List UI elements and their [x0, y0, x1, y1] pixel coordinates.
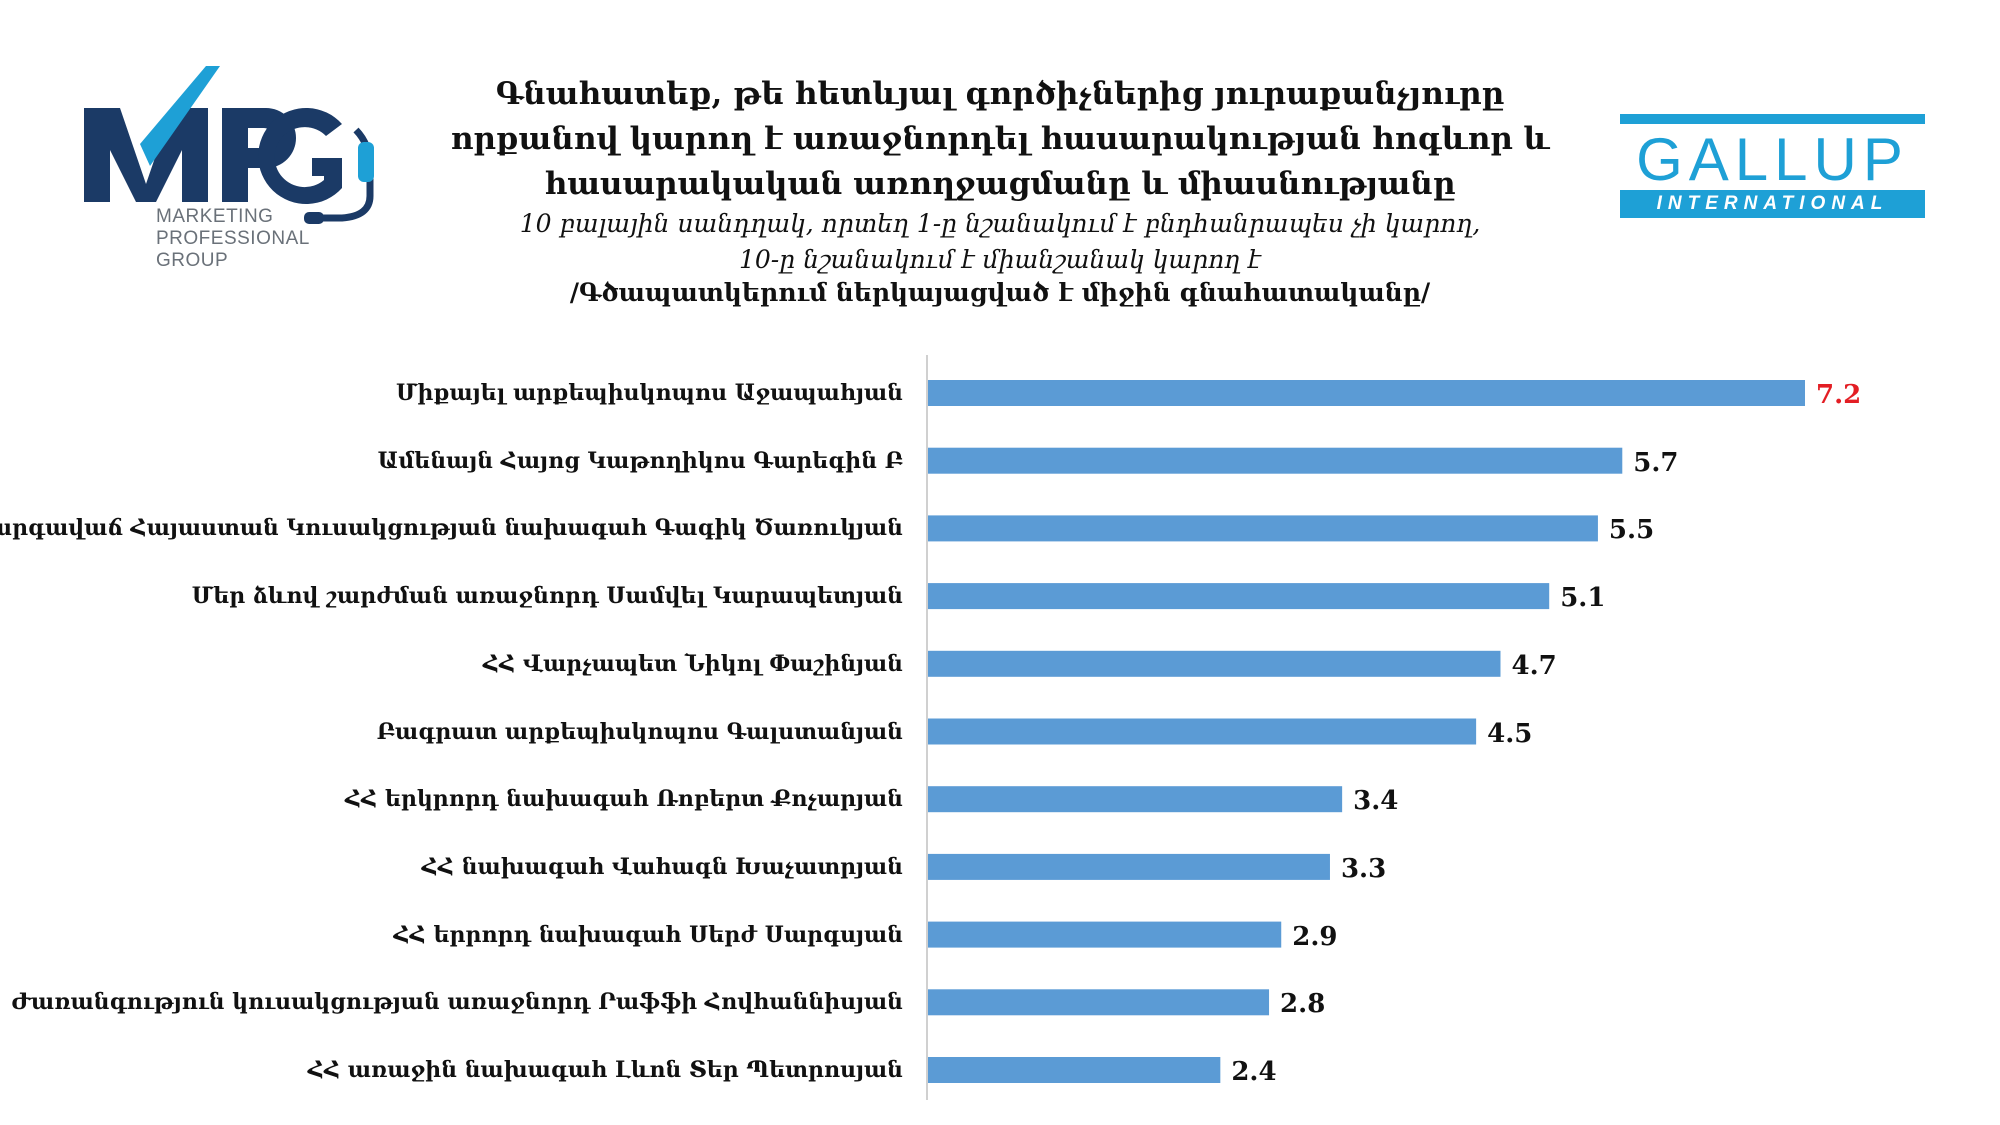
value-label: 5.5: [1608, 515, 1655, 546]
category-label: Ամենայն Հայոց Կաթողիկոս Գարեգին Բ: [377, 447, 903, 474]
title-line-2: որքանով կարող է առաջնորդել հասարակության…: [450, 121, 1550, 157]
category-label: Ժառանգություն կուսակցության առաջնորդ Րաֆ…: [11, 989, 903, 1016]
category-label: ՀՀ նախագահ Վահագն Խաչատրյան: [421, 853, 903, 880]
category-label: Մեր ձևով շարժման առաջնորդ Սամվել Կարապետ…: [191, 583, 903, 610]
value-label: 3.3: [1340, 853, 1387, 884]
title-line-1: Գնահատեք, թե հետևյալ գործիչներից յուրաքա…: [495, 76, 1505, 112]
value-label: 2.4: [1231, 1057, 1277, 1087]
value-label: 5.1: [1560, 583, 1606, 614]
subtitle-line-1: 10 բալային սանդղակ, որտեղ 1-ը նշանակում …: [519, 209, 1481, 238]
gallup-band: INTERNATIONAL: [1620, 190, 1925, 218]
chart-title: Գնահատեք, թե հետևյալ գործիչներից յուրաքա…: [420, 72, 1580, 207]
title-line-3: հասարակական առողջացմանը և միասնությանը: [544, 166, 1456, 202]
category-label: ՀՀ երրորդ նախագահ Սերժ Սարգսյան: [393, 921, 903, 948]
bar-chart: Միքայել արքեպիսկոպոս Աջապահյան 7.2 Ամենայն…: [0, 355, 2000, 1105]
bar: [928, 786, 1343, 813]
value-label: 4.5: [1487, 718, 1533, 749]
mpg-subtitle-line-2: PROFESSIONAL: [156, 228, 310, 249]
bar: [928, 853, 1330, 880]
bar: [928, 447, 1623, 474]
mpg-subtitle-line-1: MARKETING: [156, 206, 274, 227]
bar: [928, 1057, 1221, 1083]
subtitle-line-2: 10-ը նշանակում է միանշանակ կարող է: [739, 245, 1261, 274]
chart-note: /Գծապատկերում ներկայացված է միջին գնահատ…: [569, 278, 1431, 307]
value-label: 2.9: [1292, 921, 1338, 952]
category-label: ՀՀ երկրորդ նախագահ Ռոբերտ Քոչարյան: [344, 786, 903, 813]
bar: [928, 989, 1270, 1016]
mpg-subtitle: MARKETING PROFESSIONAL GROUP: [156, 206, 310, 272]
value-label: 4.7: [1511, 650, 1557, 681]
category-label: Բարգավաճ Հայաստան Կուսակցության նախագահ …: [0, 515, 903, 542]
gallup-name: GALLUP: [1636, 126, 1909, 193]
bar: [928, 380, 1805, 406]
bar: [928, 583, 1550, 610]
category-label: ՀՀ առաջին նախագահ Լևոն Տեր Պետրոսյան: [307, 1057, 903, 1083]
bar-chart-svg: [926, 355, 1805, 1100]
bar: [928, 515, 1598, 542]
value-label: 5.7: [1633, 447, 1679, 478]
bar: [928, 650, 1501, 677]
chart-subtitle: 10 բալային սանդղակ, որտեղ 1-ը նշանակում …: [420, 206, 1580, 278]
mpg-logo: [80, 66, 410, 281]
gallup-top-bar: [1620, 114, 1925, 124]
value-label: 3.4: [1353, 786, 1399, 817]
gallup-logo: GALLUP INTERNATIONAL: [1620, 114, 1925, 218]
bar: [928, 921, 1282, 948]
bar: [928, 718, 1477, 745]
category-label: Բագրատ արքեպիսկոպոս Գալստանյան: [376, 718, 903, 745]
mpg-logo-mark: [84, 66, 374, 224]
value-label: 2.8: [1280, 989, 1326, 1020]
value-label: 7.2: [1816, 380, 1862, 410]
category-label: ՀՀ Վարչապետ Նիկոլ Փաշինյան: [482, 650, 903, 677]
mpg-subtitle-line-3: GROUP: [156, 250, 229, 271]
category-label: Միքայել արքեպիսկոպոս Աջապահյան: [395, 380, 903, 406]
